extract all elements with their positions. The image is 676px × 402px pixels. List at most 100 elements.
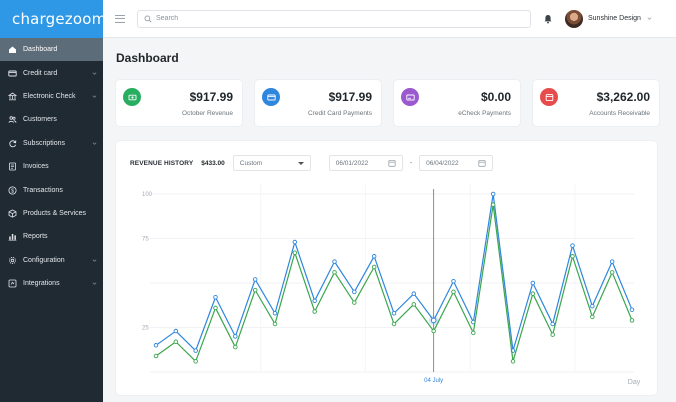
users-icon xyxy=(8,115,17,124)
stat-card-label: eCheck Payments xyxy=(458,110,511,117)
bank-icon xyxy=(8,92,17,101)
data-point xyxy=(609,259,615,264)
bell-icon[interactable] xyxy=(543,14,553,24)
revenue-chart[interactable]: 100 75 25 04 July Day xyxy=(116,141,657,395)
data-point xyxy=(609,270,615,275)
bar-chart-icon xyxy=(8,232,17,241)
stat-card-label: October Revenue xyxy=(182,110,233,117)
sidebar-item-transactions[interactable]: $ Transactions xyxy=(0,178,103,201)
sidebar-item-label: Invoices xyxy=(23,163,49,171)
data-point xyxy=(570,254,575,259)
data-point xyxy=(391,311,397,316)
dollar-icon: $ xyxy=(8,186,17,195)
top-bar: Sunshine Design xyxy=(103,0,676,38)
data-point xyxy=(213,305,218,311)
sidebar-item-reports[interactable]: Reports xyxy=(0,225,103,248)
sidebar-item-label: Integrations xyxy=(23,280,60,288)
data-point xyxy=(550,332,555,337)
sidebar-item-invoices[interactable]: Invoices xyxy=(0,155,103,178)
page-title: Dashboard xyxy=(116,51,179,65)
range-select[interactable]: Custom xyxy=(232,155,311,171)
money-icon xyxy=(123,88,141,106)
sidebar-item-electronic-check[interactable]: Electronic Check xyxy=(0,85,103,108)
data-point xyxy=(590,314,595,320)
sidebar-item-subscriptions[interactable]: Subscriptions xyxy=(0,132,103,155)
data-point xyxy=(431,328,436,334)
data-point xyxy=(332,259,337,264)
sidebar: chargezoom Dashboard Credit card Electroni… xyxy=(0,0,107,402)
highlight-point xyxy=(430,317,437,324)
data-point xyxy=(510,359,516,364)
refresh-icon xyxy=(8,139,17,148)
date-from-field[interactable]: 06/01/2022 xyxy=(328,155,403,171)
menu-toggle-icon[interactable] xyxy=(115,14,125,23)
sidebar-item-customers[interactable]: Customers xyxy=(0,108,103,131)
data-point xyxy=(173,339,179,344)
caret-down-icon xyxy=(297,161,304,165)
sidebar-item-label: Subscriptions xyxy=(23,139,66,147)
data-point xyxy=(312,309,317,314)
data-point xyxy=(411,302,417,307)
sidebar-item-integrations[interactable]: Integrations xyxy=(0,272,103,295)
stat-card[interactable]: $3,262.00 Accounts Receivable xyxy=(533,80,659,126)
data-point xyxy=(153,353,159,359)
data-point xyxy=(590,303,595,309)
data-point xyxy=(173,328,179,334)
sidebar-item-dashboard[interactable]: Dashboard xyxy=(0,38,103,62)
stat-card-value: $917.99 xyxy=(189,90,233,104)
search-box[interactable] xyxy=(137,9,531,28)
data-point xyxy=(272,321,278,327)
x-highlight-label: 04 July xyxy=(424,378,443,384)
data-point xyxy=(352,300,357,305)
data-point xyxy=(629,307,635,312)
stat-card[interactable]: $917.99 October Revenue xyxy=(116,80,242,126)
search-icon xyxy=(144,15,152,22)
box-icon xyxy=(8,209,17,218)
data-point xyxy=(411,291,417,296)
chevron-down-icon xyxy=(92,259,97,262)
chevron-down-icon xyxy=(647,17,652,20)
y-tick-label: 75 xyxy=(142,237,149,243)
data-point xyxy=(233,334,238,339)
data-point xyxy=(530,291,536,296)
sidebar-item-label: Transactions xyxy=(23,186,63,194)
search-input[interactable] xyxy=(156,15,516,22)
date-to-field[interactable]: 06/04/2022 xyxy=(419,155,494,171)
data-point xyxy=(490,191,496,197)
data-point xyxy=(391,321,397,327)
sidebar-nav: Dashboard Credit card Electronic Check Cust… xyxy=(0,38,103,295)
sidebar-item-configuration[interactable]: Configuration xyxy=(0,249,103,272)
revenue-history-header: REVENUE HISTORY $433.00 Custom 06/01/202… xyxy=(130,155,494,171)
revenue-history-amount: $433.00 xyxy=(201,159,225,167)
date-range-separator: - xyxy=(409,159,413,167)
sidebar-item-credit-card[interactable]: Credit card xyxy=(0,61,103,84)
sidebar-item-products-services[interactable]: Products & Services xyxy=(0,202,103,225)
sidebar-item-label: Customers xyxy=(23,116,57,124)
brand-name: chargezoom xyxy=(12,10,107,28)
y-tick-label: 100 xyxy=(142,192,153,198)
credit-card-icon xyxy=(8,69,17,78)
data-point xyxy=(550,321,555,327)
user-menu[interactable]: Sunshine Design xyxy=(565,9,652,28)
stat-card-value: $0.00 xyxy=(480,90,511,104)
stat-card[interactable]: $0.00 eCheck Payments xyxy=(394,80,520,126)
x-axis-unit-label: Day xyxy=(628,379,641,386)
data-point xyxy=(471,330,476,336)
data-point xyxy=(371,254,377,259)
chevron-down-icon xyxy=(92,282,97,286)
brand-logo[interactable]: chargezoom xyxy=(0,0,107,38)
chevron-down-icon xyxy=(92,142,97,145)
calendar-icon xyxy=(388,160,396,167)
gear-icon xyxy=(8,256,17,265)
stat-card[interactable]: $917.99 Credit Card Payments xyxy=(255,80,381,126)
data-point xyxy=(292,250,298,255)
chevron-down-icon xyxy=(92,71,97,75)
data-point xyxy=(332,270,337,275)
invoice-icon xyxy=(8,162,17,171)
data-point xyxy=(193,359,198,364)
stat-card-value: $917.99 xyxy=(328,90,372,104)
data-point xyxy=(213,294,218,300)
data-point xyxy=(629,318,635,323)
data-point xyxy=(490,202,496,207)
stat-card-label: Accounts Receivable xyxy=(589,110,650,117)
